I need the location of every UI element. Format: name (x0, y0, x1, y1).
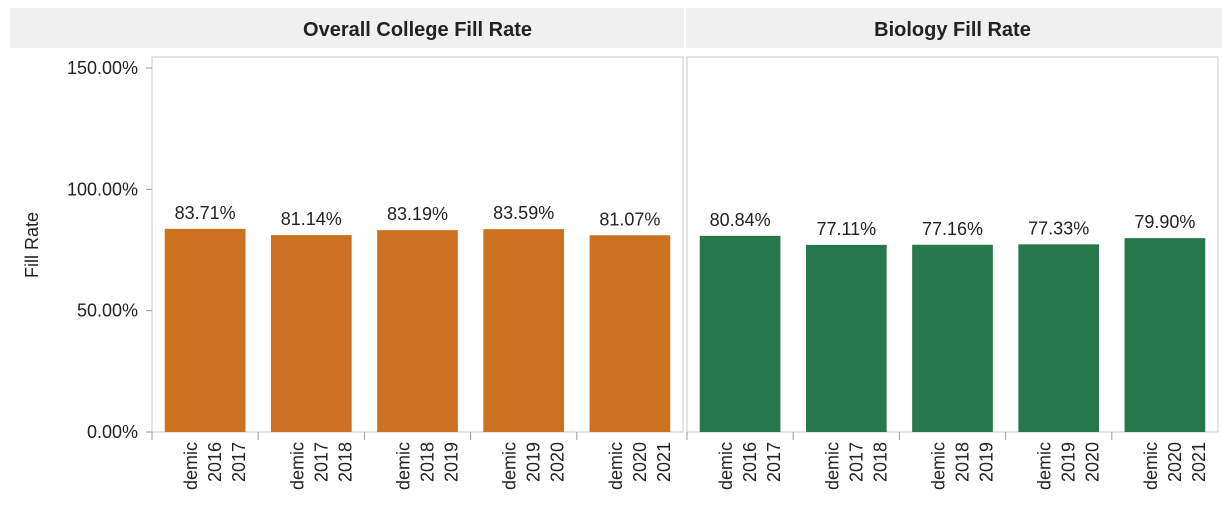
bar (164, 228, 246, 432)
x-tick-label: demic 2019 2020 (500, 442, 568, 490)
x-tick-label: demic 2018 2019 (929, 442, 997, 490)
bar (377, 230, 458, 432)
x-tick-label: demic 2019 2020 (1035, 442, 1103, 490)
bar (483, 229, 565, 432)
value-label: 80.84% (710, 210, 771, 230)
y-axis-label: Fill Rate (22, 212, 42, 278)
value-label: 77.11% (816, 219, 876, 239)
y-tick-label: 100.00% (67, 179, 138, 199)
x-tick-label: demic 2020 2021 (606, 442, 674, 490)
bar (589, 235, 671, 432)
y-tick-label: 50.00% (77, 301, 138, 321)
panel-title: Biology Fill Rate (874, 19, 1031, 41)
bar (912, 244, 993, 432)
x-tick-label: demic 2018 2019 (394, 442, 462, 490)
x-tick-label: demic 2016 2017 (181, 442, 249, 490)
x-tick-label: demic 2020 2021 (1141, 442, 1209, 490)
value-label: 81.07% (599, 209, 660, 229)
value-label: 79.90% (1134, 212, 1195, 232)
x-tick-label: demic 2017 2018 (287, 442, 355, 490)
bar (699, 235, 781, 432)
bar (1018, 244, 1100, 432)
x-tick-label: demic 2017 2018 (822, 442, 890, 490)
value-label: 83.71% (175, 203, 236, 223)
value-label: 77.16% (922, 219, 983, 239)
value-label: 81.14% (281, 209, 342, 229)
bar (1124, 238, 1206, 432)
bar (270, 235, 352, 432)
value-label: 83.19% (387, 204, 448, 224)
y-tick-label: 150.00% (67, 58, 138, 78)
y-tick-label: 0.00% (87, 422, 138, 442)
bar (805, 244, 887, 432)
value-label: 77.33% (1028, 218, 1089, 238)
value-label: 83.59% (493, 203, 554, 223)
x-tick-label: demic 2016 2017 (716, 442, 784, 490)
panel-title: Overall College Fill Rate (303, 19, 532, 41)
header-band (10, 8, 1222, 48)
